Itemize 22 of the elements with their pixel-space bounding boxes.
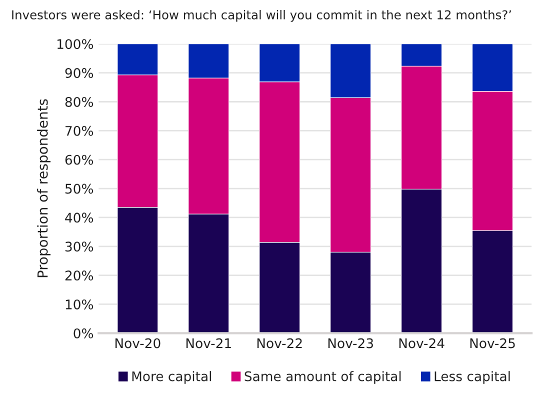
y-tick-label: 30%	[65, 242, 94, 252]
legend-label: Less capital	[434, 371, 510, 384]
y-tick-label: 0%	[74, 328, 94, 338]
x-tick-label: Nov-22	[257, 338, 302, 348]
x-tick-label: Nov-25	[470, 338, 515, 348]
x-tick-label: Nov-20	[115, 338, 160, 348]
y-tick-label: 100%	[58, 39, 94, 50]
y-tick-label: 10%	[66, 299, 94, 310]
y-tick-label: 20%	[65, 270, 94, 281]
y-tick-label: 90%	[65, 68, 94, 78]
y-axis-title: Proportion of respondents	[37, 99, 50, 278]
y-tick-label: 60%	[65, 154, 94, 165]
legend-label: Same amount of capital	[244, 371, 401, 384]
y-tick-label: 40%	[65, 212, 94, 223]
chart-title: Investors were asked: ‘How much capital will you commit in the next 12 months?’	[12, 10, 511, 22]
y-tick-label: 70%	[66, 126, 94, 136]
x-tick-label: Nov-24	[399, 338, 444, 348]
legend-label: More capital	[132, 371, 212, 384]
y-tick-label: 50%	[65, 184, 94, 194]
x-tick-label: Nov-23	[328, 338, 374, 348]
y-tick-label: 80%	[65, 96, 94, 107]
x-tick-label: Nov-21	[186, 338, 231, 348]
